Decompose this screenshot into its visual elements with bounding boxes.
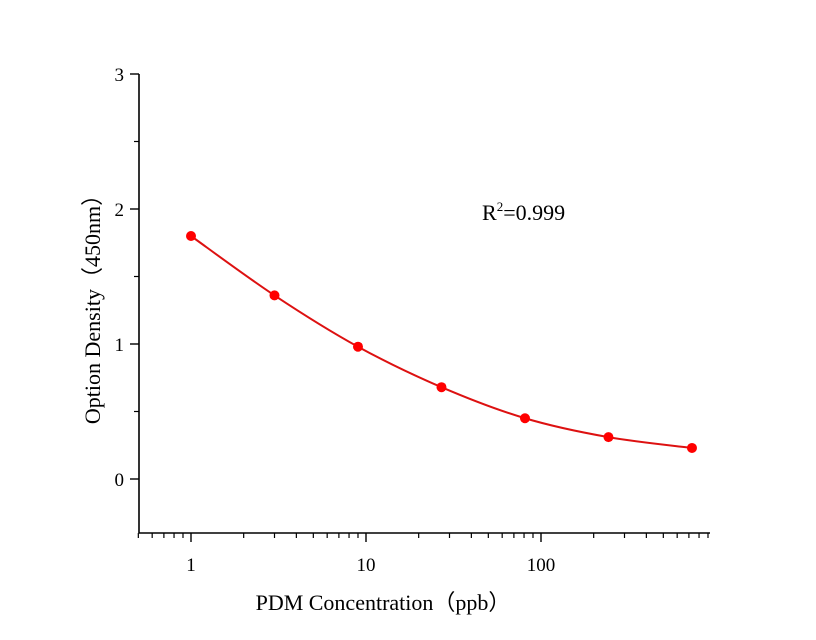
x-ticks: 1 10 100 [137,533,709,576]
data-point [186,231,196,241]
y-ticks: 0 1 2 3 [115,65,139,491]
y-tick-label: 0 [115,470,125,491]
r-superscript: 2 [497,199,504,214]
data-point [603,432,614,443]
x-tick-label: 100 [527,555,556,576]
y-tick-label: 2 [115,200,125,221]
r-value: =0.999 [503,200,565,225]
x-tick-label: 10 [357,555,376,576]
fit-curve [190,235,693,449]
r-squared-annotation: R2=0.999 [482,199,565,225]
data-point [352,341,363,352]
x-axis-title: PDM Concentration（ppb） [256,590,511,615]
axes [138,74,710,534]
r-symbol: R [482,200,497,225]
plot-area [186,231,697,453]
data-point [436,382,447,393]
data-point [686,442,697,453]
data-point [519,413,530,424]
x-tick-label: 1 [186,555,196,576]
y-tick-label: 1 [115,335,125,356]
y-tick-label: 3 [115,65,125,86]
data-point [269,290,280,301]
y-axis-title: Option Density（450nm） [80,184,105,424]
